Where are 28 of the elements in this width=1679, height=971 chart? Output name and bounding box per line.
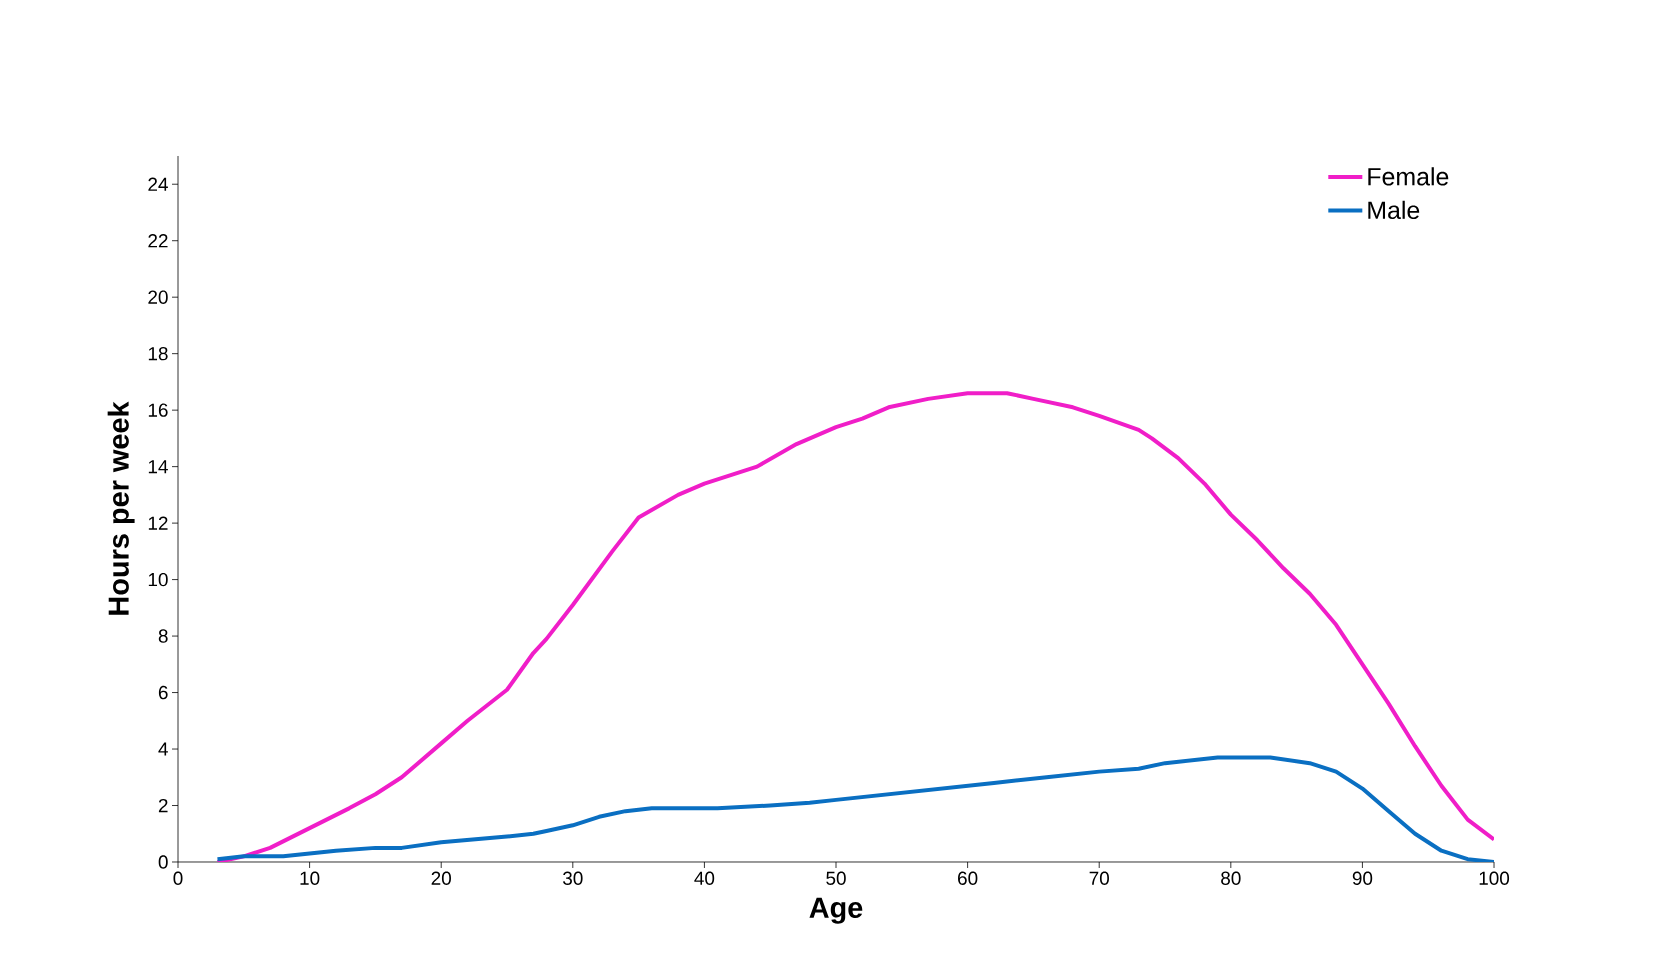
x-tick-label: 20 (431, 871, 451, 885)
y-tick-label: 22 (148, 234, 168, 248)
y-tick-label: 10 (148, 572, 168, 587)
y-tick-label: 8 (158, 629, 168, 643)
y-axis-title: Hours per week (107, 401, 135, 615)
y-tick-label: 4 (158, 742, 168, 756)
y-tick-label: 12 (148, 516, 168, 530)
x-tick-label: 80 (1221, 871, 1241, 885)
y-tick-label: 2 (158, 798, 168, 813)
x-tick-label: 40 (694, 871, 715, 885)
x-tick-label: 100 (1479, 871, 1510, 885)
y-tick-label: 14 (148, 460, 168, 474)
x-tick-label: 0 (173, 871, 183, 885)
y-tick-label: 16 (148, 403, 168, 417)
x-tick-label: 90 (1352, 871, 1373, 885)
legend-label: Female (1368, 167, 1449, 186)
y-tick-label: 6 (158, 685, 168, 700)
legend-label: Male (1368, 200, 1420, 220)
x-tick-label: 50 (826, 871, 846, 885)
x-axis-title: Age (809, 897, 863, 924)
x-tick-label: 70 (1089, 871, 1109, 885)
x-tick-label: 10 (300, 871, 320, 885)
y-tick-label: 18 (148, 346, 168, 361)
y-tick-label: 0 (158, 855, 168, 869)
x-tick-label: 60 (958, 871, 978, 885)
x-tick-label: 30 (563, 871, 583, 885)
y-tick-label: 20 (148, 290, 168, 304)
y-tick-label: 24 (148, 177, 168, 191)
